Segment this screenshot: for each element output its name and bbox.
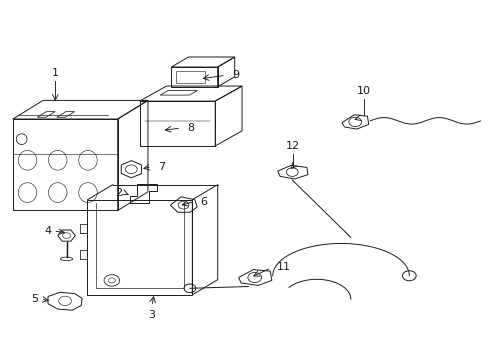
Text: 5: 5 (31, 294, 38, 304)
Text: 2: 2 (115, 188, 122, 198)
Text: 3: 3 (148, 310, 155, 320)
Text: 11: 11 (277, 262, 290, 272)
Text: 6: 6 (200, 197, 207, 207)
Text: 9: 9 (231, 70, 239, 80)
Text: 8: 8 (186, 123, 194, 133)
Text: 7: 7 (158, 162, 164, 172)
Text: 12: 12 (285, 141, 300, 150)
Text: 1: 1 (52, 68, 59, 78)
Text: 10: 10 (356, 86, 370, 96)
Text: 4: 4 (44, 226, 51, 236)
